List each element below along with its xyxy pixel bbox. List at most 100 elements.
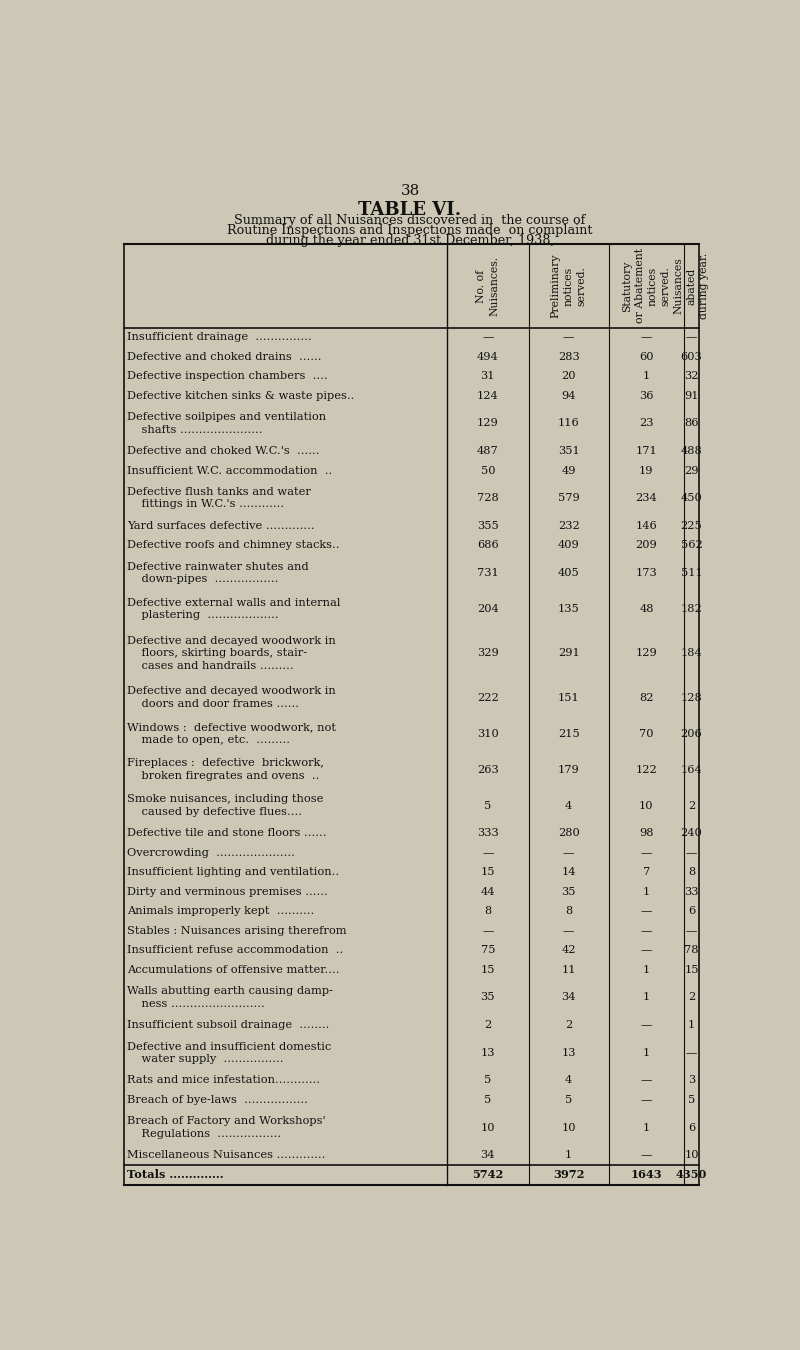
Text: 283: 283 [558,352,579,362]
Text: 215: 215 [558,729,579,738]
Text: —: — [563,332,574,343]
Text: 1643: 1643 [630,1169,662,1180]
Text: 29: 29 [684,466,698,475]
Text: 333: 333 [477,829,498,838]
Text: 4350: 4350 [676,1169,707,1180]
Text: Defective and decayed woodwork in
    doors and door frames ......: Defective and decayed woodwork in doors … [126,687,335,709]
Text: 310: 310 [477,729,498,738]
Text: 86: 86 [684,418,698,428]
Text: 49: 49 [562,466,576,475]
Text: 1: 1 [642,965,650,975]
Text: Stables : Nuisances arising therefrom: Stables : Nuisances arising therefrom [126,926,346,936]
Text: 280: 280 [558,829,579,838]
Text: 94: 94 [562,390,576,401]
Text: 7: 7 [642,867,650,878]
Text: —: — [482,848,494,857]
Text: 10: 10 [562,1123,576,1133]
Text: 179: 179 [558,764,579,775]
Text: —: — [482,332,494,343]
Text: —: — [641,332,652,343]
Text: 171: 171 [635,446,658,456]
Text: 11: 11 [562,965,576,975]
Text: Defective external walls and internal
    plastering  ...................: Defective external walls and internal pl… [126,598,340,621]
Text: 33: 33 [684,887,698,896]
Text: during the year ended 31st December, 1938,: during the year ended 31st December, 193… [266,234,554,247]
Text: Insufficient refuse accommodation  ..: Insufficient refuse accommodation .. [126,945,343,954]
Text: 38: 38 [400,184,420,197]
Text: 75: 75 [481,945,495,954]
Text: —: — [563,848,574,857]
Text: 487: 487 [477,446,498,456]
Text: 31: 31 [481,371,495,381]
Text: 232: 232 [558,521,579,531]
Text: Windows :  defective woodwork, not
    made to open, etc.  .........: Windows : defective woodwork, not made t… [126,722,336,745]
Text: Defective kitchen sinks & waste pipes..: Defective kitchen sinks & waste pipes.. [126,390,354,401]
Text: 686: 686 [477,540,498,551]
Text: 82: 82 [639,693,654,703]
Text: 34: 34 [562,992,576,1002]
Text: 60: 60 [639,352,654,362]
Text: 731: 731 [477,568,498,578]
Text: Overcrowding  .....................: Overcrowding ..................... [126,848,294,857]
Text: —: — [641,926,652,936]
Text: —: — [641,1021,652,1030]
Text: Insufficient lighting and ventilation..: Insufficient lighting and ventilation.. [126,867,338,878]
Text: 225: 225 [681,521,702,531]
Text: 494: 494 [477,352,498,362]
Text: 405: 405 [558,568,579,578]
Text: Animals improperly kept  ..........: Animals improperly kept .......... [126,906,314,917]
Text: 10: 10 [639,801,654,810]
Text: 562: 562 [681,540,702,551]
Text: 3: 3 [688,1076,695,1085]
Text: 15: 15 [481,867,495,878]
Text: Summary of all Nuisances discovered in  the course of: Summary of all Nuisances discovered in t… [234,213,586,227]
Text: 603: 603 [681,352,702,362]
Text: 355: 355 [477,521,498,531]
Text: Preliminary
notices
served.: Preliminary notices served. [551,254,586,319]
Text: Routine Inspections and Inspections made  on complaint: Routine Inspections and Inspections made… [227,224,593,236]
Text: —: — [686,1048,697,1058]
Text: Nuisances
abated
during year.: Nuisances abated during year. [674,252,710,319]
Text: 122: 122 [635,764,658,775]
Text: 70: 70 [639,729,654,738]
Text: 234: 234 [635,493,658,504]
Text: 2: 2 [688,992,695,1002]
Text: Walls abutting earth causing damp-
    ness .........................: Walls abutting earth causing damp- ness … [126,986,333,1008]
Text: 128: 128 [681,693,702,703]
Text: 184: 184 [681,648,702,659]
Text: —: — [641,1076,652,1085]
Text: Defective rainwater shutes and
    down-pipes  .................: Defective rainwater shutes and down-pipe… [126,562,308,585]
Text: 124: 124 [477,390,498,401]
Text: —: — [641,906,652,917]
Text: 1: 1 [642,371,650,381]
Text: 15: 15 [684,965,698,975]
Text: 1: 1 [688,1021,695,1030]
Text: —: — [482,926,494,936]
Text: 1: 1 [642,1048,650,1058]
Text: 1: 1 [565,1150,572,1161]
Text: 8: 8 [688,867,695,878]
Text: —: — [686,332,697,343]
Text: Defective flush tanks and water
    fittings in W.C.'s ............: Defective flush tanks and water fittings… [126,487,310,509]
Text: 2: 2 [688,801,695,810]
Text: 23: 23 [639,418,654,428]
Text: —: — [641,1095,652,1104]
Text: 579: 579 [558,493,579,504]
Text: 488: 488 [681,446,702,456]
Text: Statutory
or Abatement
notices
served.: Statutory or Abatement notices served. [622,248,670,324]
Text: Dirty and verminous premises ......: Dirty and verminous premises ...... [126,887,327,896]
Text: 13: 13 [481,1048,495,1058]
Text: 19: 19 [639,466,654,475]
Text: 135: 135 [558,605,579,614]
Text: Defective tile and stone floors ......: Defective tile and stone floors ...... [126,829,326,838]
Text: Miscellaneous Nuisances .............: Miscellaneous Nuisances ............. [126,1150,325,1161]
Text: Fireplaces :  defective  brickwork,
    broken firegrates and ovens  ..: Fireplaces : defective brickwork, broken… [126,759,324,780]
Text: 8: 8 [565,906,572,917]
Text: Insufficient drainage  ...............: Insufficient drainage ............... [126,332,311,343]
Text: —: — [641,1150,652,1161]
Text: 4: 4 [565,801,572,810]
Text: Defective soilpipes and ventilation
    shafts ......................: Defective soilpipes and ventilation shaf… [126,412,326,435]
Text: 5742: 5742 [472,1169,503,1180]
Text: 98: 98 [639,829,654,838]
Text: Defective and insufficient domestic
    water supply  ................: Defective and insufficient domestic wate… [126,1042,331,1064]
